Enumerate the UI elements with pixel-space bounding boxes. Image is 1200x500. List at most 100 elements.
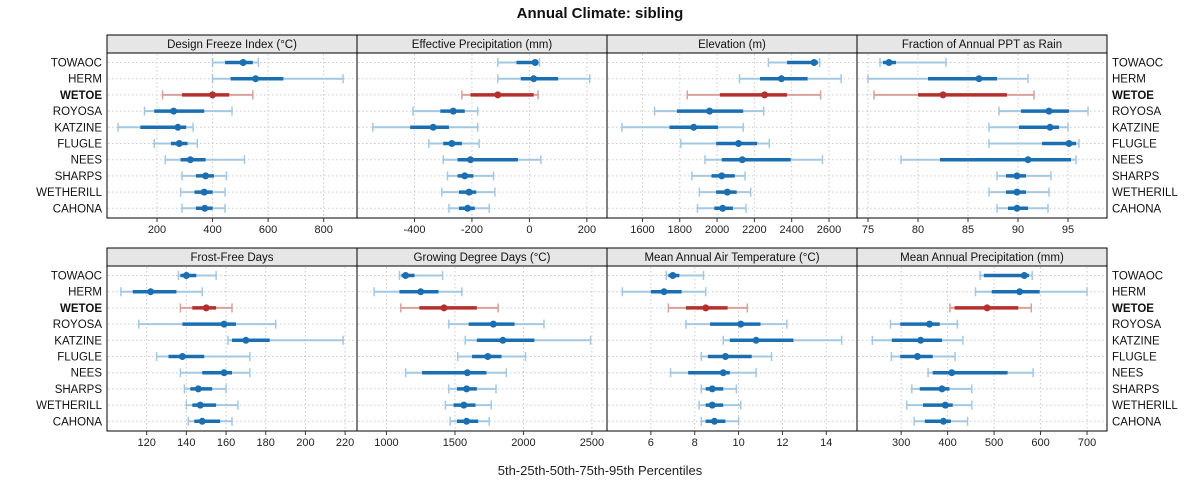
series-median-dot	[1013, 172, 1021, 180]
series-median-dot	[1065, 140, 1073, 147]
x-tick-label: 2000	[705, 224, 729, 236]
series-median-dot	[721, 353, 729, 360]
station-label-right-nees: NEES	[1112, 368, 1144, 380]
series-median-dot	[708, 385, 716, 393]
series-median-dot	[777, 75, 785, 83]
series-median-dot	[1020, 272, 1028, 279]
x-tick-label: 2400	[779, 224, 803, 236]
x-tick-label: 8	[692, 437, 698, 449]
series-median-dot	[484, 353, 492, 360]
series-median-dot	[463, 417, 471, 425]
station-label-left-herm: HERM	[68, 287, 102, 299]
station-label-right-flugle: FLUGLE	[1112, 352, 1157, 364]
series-median-dot	[1013, 204, 1021, 212]
x-tick-label: 700	[1078, 437, 1096, 449]
station-label-left-wetherill: WETHERILL	[36, 187, 102, 199]
series-median-dot	[182, 272, 190, 279]
series-median-dot	[186, 156, 194, 164]
series-median-dot	[718, 172, 726, 180]
x-tick-label: 180	[257, 437, 275, 449]
station-label-right-nees: NEES	[1112, 155, 1144, 167]
x-tick-label: 200	[296, 437, 314, 449]
series-median-dot	[461, 172, 469, 180]
station-label-right-royosa: ROYOSA	[1112, 106, 1162, 118]
station-label-right-flugle: FLUGLE	[1112, 139, 1157, 151]
panel-strip-title: Mean Annual Air Temperature (°C)	[644, 252, 819, 264]
series-median-dot	[417, 288, 425, 296]
series-median-dot	[1013, 188, 1021, 196]
station-label-right-herm: HERM	[1112, 287, 1146, 299]
station-label-left-katzine: KATZINE	[54, 122, 102, 134]
station-label-right-herm: HERM	[1112, 74, 1146, 86]
series-median-dot	[448, 140, 456, 147]
series-median-dot	[200, 188, 208, 196]
series-median-dot	[449, 107, 457, 115]
station-label-left-sharps: SHARPS	[55, 384, 103, 396]
series-median-dot	[201, 204, 209, 212]
series-median-dot	[1016, 288, 1024, 296]
series-median-dot	[917, 336, 925, 344]
series-median-dot	[1045, 107, 1053, 115]
x-tick-label: 160	[217, 437, 235, 449]
x-tick-label: 220	[336, 437, 354, 449]
series-median-dot	[983, 304, 991, 312]
x-tick-label: 1000	[374, 437, 398, 449]
x-tick-label: -400	[403, 224, 425, 236]
series-median-dot	[242, 336, 250, 344]
series-median-dot	[198, 417, 206, 425]
station-label-right-sharps: SHARPS	[1112, 384, 1160, 396]
station-label-left-nees: NEES	[71, 155, 103, 167]
series-median-dot	[939, 417, 947, 425]
x-tick-label: 600	[1031, 437, 1049, 449]
series-median-dot	[723, 188, 731, 196]
station-label-left-katzine: KATZINE	[54, 335, 102, 347]
station-label-left-wetoe: WETOE	[60, 90, 102, 102]
series-median-dot	[710, 417, 718, 425]
series-median-dot	[530, 75, 538, 83]
x-tick-label: 0	[526, 224, 532, 236]
series-median-dot	[975, 75, 983, 83]
x-tick-label: 2200	[742, 224, 766, 236]
series-median-dot	[429, 123, 437, 131]
station-label-left-towaoc: TOWAOC	[51, 271, 102, 283]
series-median-dot	[194, 385, 202, 393]
series-median-dot	[202, 304, 210, 312]
series-median-dot	[220, 320, 228, 328]
series-median-dot	[489, 320, 497, 328]
station-label-right-cahona: CAHONA	[1112, 203, 1162, 215]
series-median-dot	[719, 369, 727, 377]
series-median-dot	[440, 304, 448, 312]
station-label-left-sharps: SHARPS	[55, 171, 103, 183]
station-label-right-cahona: CAHONA	[1112, 416, 1162, 428]
station-label-right-wetherill: WETHERILL	[1112, 400, 1178, 412]
series-median-dot	[147, 288, 155, 296]
figure-title: Annual Climate: sibling	[516, 5, 684, 22]
x-tick-label: 400	[938, 437, 956, 449]
x-tick-label: 500	[985, 437, 1003, 449]
series-median-dot	[467, 156, 475, 164]
series-median-dot	[939, 91, 947, 99]
x-tick-label: 80	[912, 224, 924, 236]
x-tick-label: 200	[578, 224, 596, 236]
series-median-dot	[531, 59, 539, 66]
series-median-dot	[464, 204, 472, 212]
x-tick-label: 75	[862, 224, 874, 236]
station-label-right-wetoe: WETOE	[1112, 303, 1154, 315]
series-median-dot	[938, 385, 946, 393]
series-median-dot	[174, 123, 182, 131]
series-median-dot	[252, 75, 260, 83]
series-median-dot	[761, 91, 769, 99]
series-median-dot	[178, 353, 186, 360]
series-median-dot	[706, 107, 714, 115]
panel-area	[106, 52, 358, 219]
series-median-dot	[463, 385, 471, 393]
series-median-dot	[1046, 123, 1054, 131]
x-tick-label: 12	[776, 437, 788, 449]
series-median-dot	[738, 156, 746, 164]
x-tick-label: 600	[259, 224, 277, 236]
station-label-right-katzine: KATZINE	[1112, 122, 1160, 134]
x-tick-label: 85	[962, 224, 974, 236]
series-median-dot	[669, 272, 677, 279]
